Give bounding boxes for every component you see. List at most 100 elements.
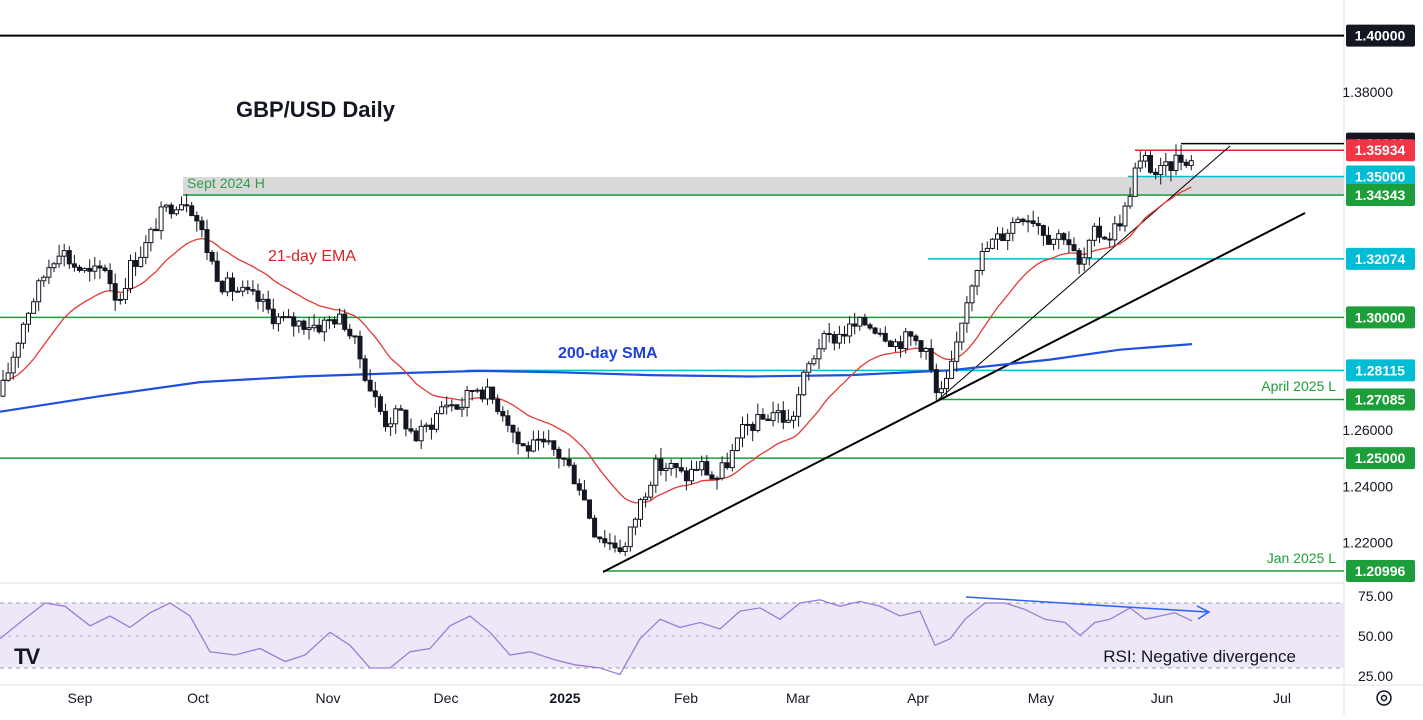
- candle-down: [1183, 161, 1189, 166]
- candle-up: [648, 484, 654, 498]
- candle-up: [729, 450, 735, 469]
- candle-down: [1117, 223, 1123, 227]
- candle-up: [474, 389, 480, 392]
- candle-down: [479, 389, 485, 400]
- candle-down: [112, 283, 118, 301]
- main-trendline: [602, 212, 1306, 573]
- candle-up: [1127, 195, 1133, 207]
- level-label-bg: [1346, 139, 1415, 162]
- candle-up: [485, 386, 490, 400]
- candle-down: [704, 461, 710, 476]
- candle-down: [408, 428, 414, 432]
- candle-down: [367, 379, 373, 392]
- candle-down: [724, 462, 730, 469]
- candle-up: [240, 286, 246, 292]
- sept-2024-high-label: Sept 2024 H: [187, 175, 265, 191]
- candle-up: [41, 276, 47, 282]
- candle-down: [77, 266, 82, 271]
- candle-up: [734, 437, 740, 452]
- tradingview-logo-icon: TV: [14, 644, 42, 669]
- candle-down: [1030, 220, 1036, 225]
- candle-up: [536, 438, 541, 441]
- level-label: 1.20996: [1355, 563, 1406, 579]
- candle-down: [1020, 218, 1026, 223]
- candle-down: [709, 474, 715, 480]
- candle-down: [510, 424, 516, 433]
- candle-down: [194, 215, 200, 222]
- candle-down: [454, 404, 460, 410]
- candle-down: [658, 458, 664, 472]
- candle-down: [495, 398, 501, 413]
- candle-up: [163, 204, 169, 208]
- candle-down: [760, 414, 766, 420]
- candle-up: [699, 461, 705, 471]
- candle-down: [413, 430, 419, 442]
- candle-up: [903, 331, 909, 350]
- candle-down: [189, 205, 195, 217]
- ema-21-line: [2, 186, 1192, 504]
- candle-up: [944, 377, 949, 390]
- candle-down: [352, 335, 358, 338]
- candle-up: [959, 322, 965, 343]
- candle-down: [750, 423, 756, 431]
- level-label-bg: [1346, 247, 1415, 270]
- candle-up: [1158, 164, 1164, 176]
- level-label-bg: [1346, 447, 1415, 470]
- candle-down: [102, 267, 108, 271]
- candle-up: [459, 406, 465, 410]
- price-tick: 1.24000: [1342, 478, 1393, 494]
- candle-up: [984, 247, 990, 252]
- candle-up: [1010, 222, 1016, 234]
- candle-up: [938, 388, 944, 394]
- candle-up: [689, 468, 694, 482]
- candle-down: [571, 464, 577, 485]
- candle-up: [847, 323, 853, 337]
- candle-up: [388, 423, 394, 428]
- candle-down: [928, 347, 934, 371]
- candle-down: [913, 335, 919, 342]
- candle-down: [204, 229, 210, 253]
- candle-down: [842, 333, 847, 337]
- candle-up: [954, 341, 960, 362]
- gear-icon[interactable]: [1376, 690, 1392, 706]
- candle-down: [525, 445, 531, 452]
- candle-up: [775, 410, 781, 414]
- candle-up: [143, 242, 149, 258]
- candle-down: [877, 332, 883, 335]
- candle-up: [281, 316, 286, 319]
- candle-down: [500, 411, 506, 417]
- level-label: 1.30000: [1355, 309, 1406, 325]
- candle-up: [337, 313, 343, 325]
- sma-200-line: [0, 343, 1193, 413]
- candle-down: [908, 331, 914, 337]
- candle-down: [428, 424, 434, 430]
- candle-down: [168, 204, 174, 215]
- main-pane: [0, 0, 1344, 583]
- candle-up: [1132, 167, 1138, 197]
- candle-up: [964, 302, 970, 324]
- candle-up: [791, 415, 796, 421]
- candle-up: [796, 394, 802, 417]
- level-label: 1.35000: [1355, 169, 1406, 185]
- candle-down: [566, 458, 572, 466]
- candle-down: [265, 298, 271, 310]
- x-tick: Apr: [907, 690, 929, 706]
- candle-down: [587, 499, 592, 519]
- candle-down: [673, 462, 679, 469]
- level-label: 1.25000: [1355, 450, 1406, 466]
- candle-up: [0, 379, 6, 397]
- candle-up: [31, 301, 37, 314]
- candle-down: [1046, 234, 1051, 245]
- candle-up: [306, 327, 312, 330]
- ema-21-layer: [2, 186, 1192, 504]
- candle-down: [1153, 171, 1159, 176]
- time-axis: Sep Oct Nov Dec 2025 Feb Mar Apr May Jun Jul: [68, 690, 1291, 706]
- candle-down: [1178, 154, 1184, 163]
- candle-down: [898, 341, 904, 350]
- candle-down: [1148, 155, 1153, 173]
- candle-down: [286, 316, 292, 319]
- candle-down: [214, 260, 220, 282]
- candle-up: [821, 333, 827, 350]
- rsi-divergence-arrow: [965, 596, 1211, 620]
- candle-up: [1056, 233, 1062, 240]
